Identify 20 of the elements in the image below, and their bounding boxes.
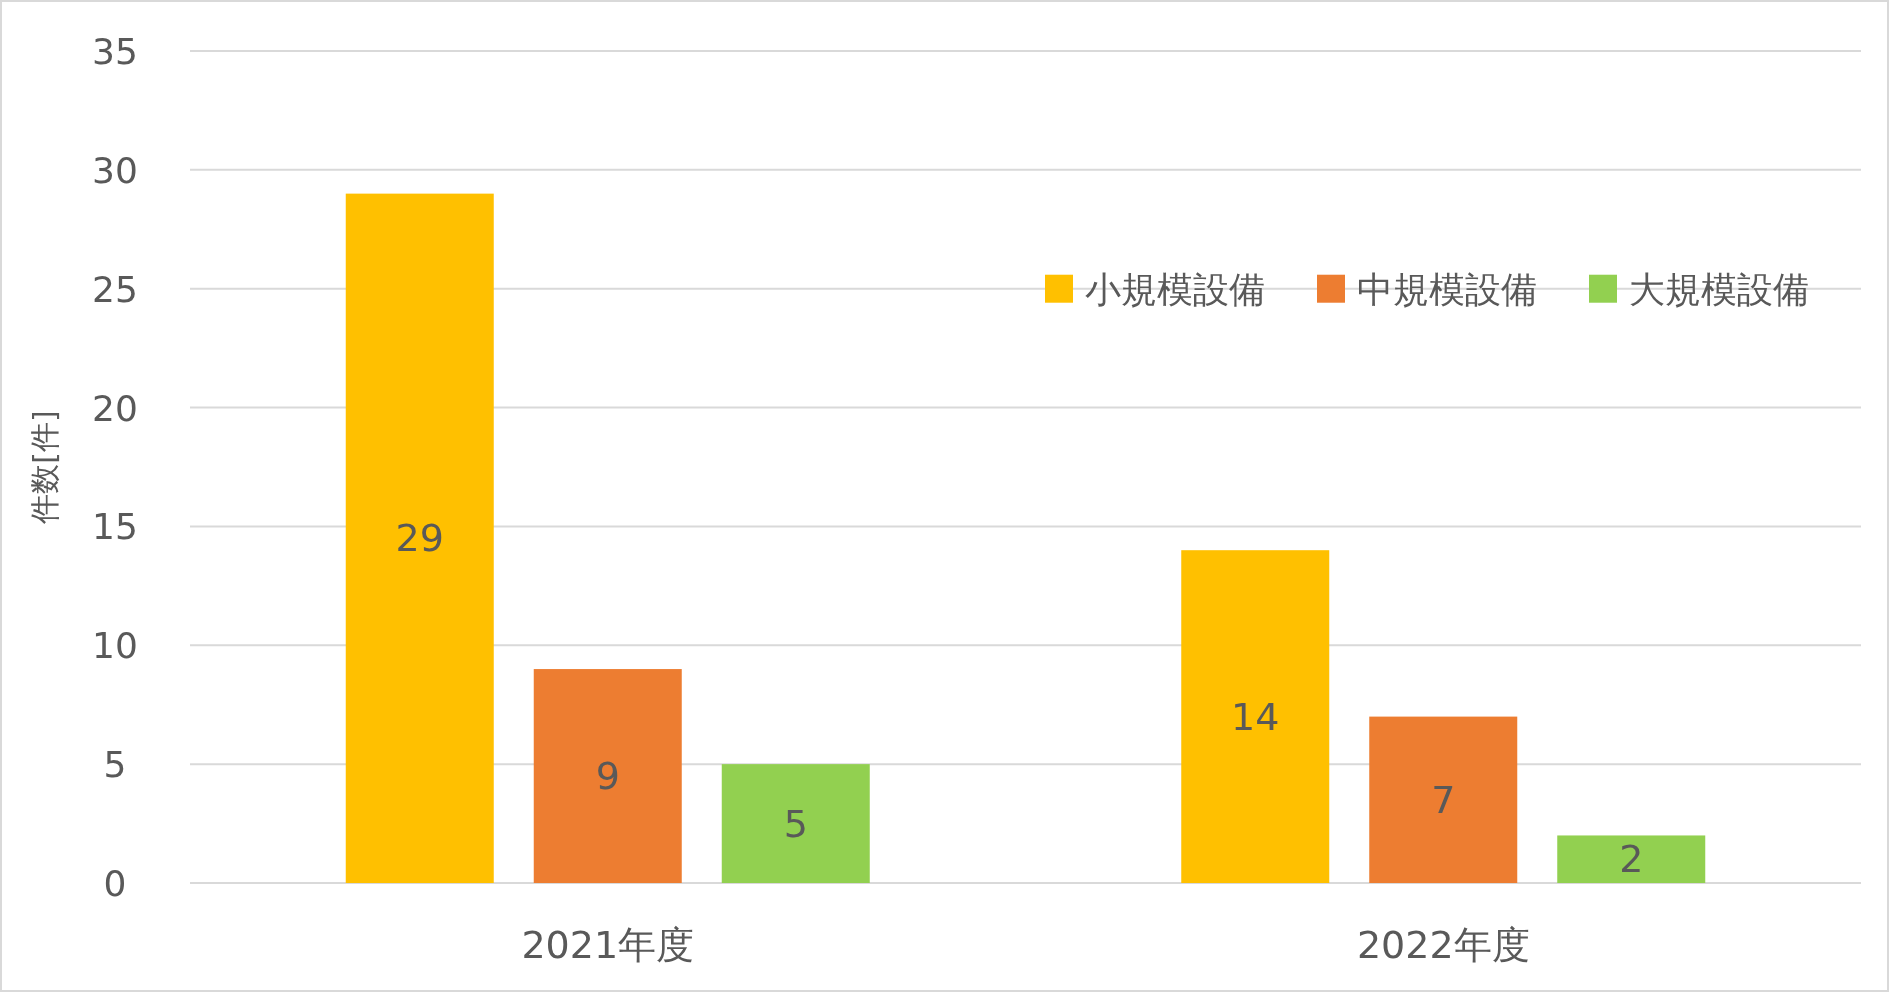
x-tick-label: 2022年度 [1356,923,1530,967]
legend-label: 中規模設備 [1357,268,1537,310]
y-tick-label: 15 [92,506,138,548]
y-tick-label: 20 [92,387,138,429]
y-axis-title: 件数[件] [27,410,62,524]
y-tick-label: 35 [92,31,138,72]
y-tick-label: 30 [92,149,138,191]
y-tick-label: 5 [103,744,127,786]
data-label: 9 [595,754,620,799]
data-label: 7 [1431,777,1456,822]
x-tick-label: 2021年度 [521,923,695,967]
data-label: 2 [1619,837,1644,882]
data-label: 14 [1231,694,1280,739]
data-label: 5 [783,801,808,846]
data-label: 29 [395,516,444,561]
y-tick-label: 0 [103,863,127,904]
y-tick-label: 25 [92,268,138,310]
legend-label: 大規模設備 [1629,268,1809,310]
y-tick-label: 10 [92,625,138,667]
legend-label: 小規模設備 [1085,268,1265,310]
